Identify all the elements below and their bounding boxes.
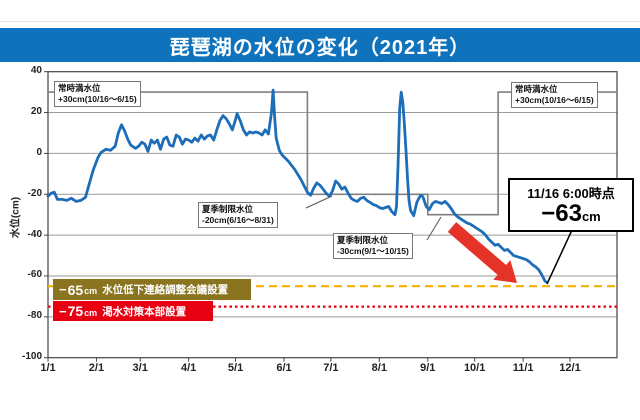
- label-box-perm-right: 常時満水位 +30cm(10/16～6/15): [511, 82, 598, 109]
- meeting-value: 65: [67, 281, 84, 298]
- x-tick-label: 11/1: [512, 362, 534, 374]
- perm-left-line1: 常時満水位: [58, 83, 101, 93]
- drought-unit: cm: [84, 307, 98, 318]
- drought-text: 渇水対策本部設置: [102, 305, 187, 318]
- leader-summer2: [426, 216, 442, 241]
- y-tick-label: -40: [27, 228, 42, 240]
- water-level-line: [46, 88, 548, 284]
- x-tick-label: 6/1: [276, 362, 292, 374]
- x-tick-label: 7/1: [323, 362, 339, 374]
- label-box-summer1: 夏季制限水位 -20cm(6/16～8/31): [198, 202, 278, 229]
- annotation-value: −63cm: [541, 200, 601, 227]
- x-tick-label: 1/1: [40, 362, 56, 374]
- drought-value: 75: [67, 303, 84, 319]
- x-tick-label: 3/1: [132, 362, 148, 374]
- drought-sign: −: [59, 303, 67, 319]
- page-title: 琵琶湖の水位の変化（2021年）: [169, 36, 471, 59]
- label-box-perm-left: 常時満水位 +30cm(10/16～6/15): [54, 81, 141, 108]
- perm-right-line2: +30cm(10/16～6/15): [515, 95, 594, 106]
- leader-annotation: [546, 229, 573, 285]
- regulation-step-line: [48, 91, 617, 216]
- annotation-date: 11/16 6:00時点: [527, 186, 615, 201]
- title-banner: 琵琶湖の水位の変化（2021年）: [0, 28, 640, 62]
- annotation-unit: cm: [581, 209, 601, 224]
- y-tick-label: -100: [21, 351, 42, 363]
- x-tick-label: 2/1: [88, 362, 105, 374]
- x-tick-label: 4/1: [181, 362, 197, 374]
- top-divider: [0, 21, 640, 22]
- perm-right-line1: 常時満水位: [515, 84, 558, 94]
- y-tick-label: 20: [30, 106, 42, 118]
- perm-left-line2: +30cm(10/16～6/15): [58, 94, 137, 105]
- summer1-line1: 夏季制限水位: [202, 204, 254, 214]
- y-tick-label: -60: [27, 269, 42, 281]
- x-tick-label: 12/1: [559, 362, 581, 374]
- summer2-line2: -30cm(9/1～10/15): [337, 246, 409, 257]
- x-tick-label: 8/1: [371, 362, 387, 374]
- summer1-line2: -20cm(6/16～8/31): [202, 215, 274, 226]
- threshold-label-drought: −75 cm 渇水対策本部設置: [53, 301, 213, 321]
- trend-arrow-icon: [447, 222, 517, 283]
- x-tick-label: 10/1: [463, 362, 486, 374]
- x-tick-label: 5/1: [227, 362, 244, 374]
- y-tick-label: -20: [27, 187, 42, 199]
- x-tick-label: 9/1: [420, 362, 436, 374]
- meeting-unit: cm: [84, 286, 98, 296]
- annotation-box: 11/16 6:00時点 −63cm: [508, 178, 634, 232]
- y-tick-label: 0: [36, 146, 42, 158]
- meeting-sign: −: [59, 282, 67, 297]
- y-tick-label: 40: [30, 65, 42, 77]
- y-tick-label: -80: [27, 310, 42, 322]
- label-box-summer2: 夏季制限水位 -30cm(9/1～10/15): [333, 233, 413, 260]
- threshold-label-meeting: −65 cm 水位低下連絡調整会議設置: [53, 279, 251, 300]
- leader-summer1: [305, 195, 333, 209]
- summer2-line1: 夏季制限水位: [337, 235, 389, 245]
- meeting-text: 水位低下連絡調整会議設置: [102, 284, 229, 296]
